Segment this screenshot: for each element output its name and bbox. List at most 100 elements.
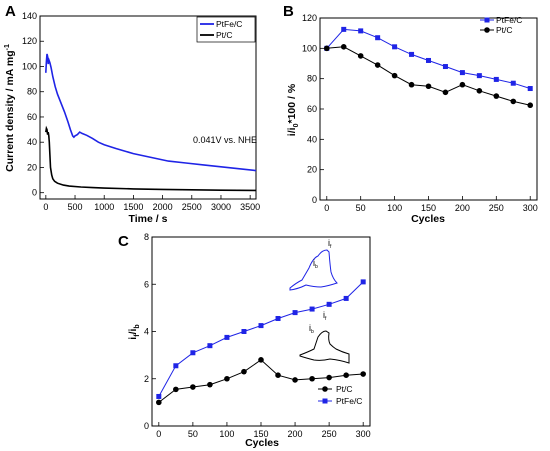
panel-a-ytick-label: 120 bbox=[22, 36, 37, 46]
panel-b-xtick-label: 300 bbox=[523, 203, 538, 213]
panel-a-xtick-label: 1500 bbox=[123, 202, 143, 212]
panel-a-legend-box bbox=[196, 16, 256, 43]
panel-c-series-line-pt-c bbox=[158, 359, 364, 403]
panel-b-xtick-label: 100 bbox=[387, 203, 402, 213]
panel-b-point-pt-c bbox=[476, 88, 483, 94]
panel-letter-b: B bbox=[283, 3, 294, 20]
panel-a-ytick-label: 80 bbox=[27, 87, 37, 97]
panel-b-point-ptfe-c bbox=[426, 57, 431, 63]
panel-a-xlabel: Time / s bbox=[129, 213, 168, 225]
panel-c-point-ptfe-c bbox=[292, 310, 298, 316]
panel-c-xtick-label: 250 bbox=[322, 429, 337, 439]
panel-c-point-pt-c bbox=[156, 399, 162, 406]
panel-c-xtick-label: 200 bbox=[288, 429, 303, 439]
panel-a-xtick-label: 0 bbox=[43, 202, 48, 212]
panel-c-point-pt-c bbox=[241, 368, 247, 375]
panel-b-series-line-pt-c bbox=[326, 46, 531, 106]
panel-b-point-pt-c bbox=[374, 62, 381, 68]
panel-c-inset-cv-black: ib if bbox=[299, 310, 350, 364]
panel-c-point-pt-c bbox=[360, 371, 366, 377]
panel-c-point-ptfe-c bbox=[275, 316, 281, 322]
panel-c-point-pt-c bbox=[275, 372, 281, 379]
panel-b-xlabel: Cycles bbox=[411, 213, 445, 225]
panel-c-point-ptfe-c bbox=[190, 350, 196, 356]
panel-c-ytick-label: 4 bbox=[144, 327, 149, 337]
panel-b-ylabel-main: i/i bbox=[286, 127, 298, 136]
panel-b-legend-label-pt: Pt/C bbox=[496, 25, 513, 35]
panel-c-legend-label-ptfe: PtFe/C bbox=[336, 396, 362, 406]
panel-b-point-ptfe-c bbox=[442, 64, 448, 70]
panel-b-point-ptfe-c bbox=[392, 44, 398, 50]
panel-c-legend: Pt/C PtFe/C bbox=[318, 384, 362, 406]
panel-b-ylabel: i/i0*100 / % bbox=[286, 83, 300, 136]
panel-b-legend-marker-ptfe-c bbox=[484, 17, 490, 23]
panel-b-point-pt-c bbox=[391, 72, 398, 79]
panel-b-point-ptfe-c bbox=[358, 28, 364, 34]
panel-c-point-ptfe-c bbox=[173, 363, 179, 369]
panel-c-point-ptfe-c bbox=[207, 343, 213, 349]
panel-c-point-pt-c bbox=[207, 381, 213, 388]
panel-c-point-ptfe-c bbox=[360, 279, 366, 285]
panel-b-point-pt-c bbox=[340, 44, 347, 50]
panel-c-point-pt-c bbox=[173, 386, 179, 393]
panel-b-legend: PtFe/C Pt/C bbox=[480, 15, 522, 35]
panel-b-ytick-label: 60 bbox=[307, 104, 317, 114]
panel-c-point-pt-c bbox=[343, 372, 349, 379]
panel-c-point-ptfe-c bbox=[309, 306, 315, 312]
panel-a-ytick-label: 20 bbox=[27, 162, 37, 172]
panel-b-ylabel-rest: *100 / % bbox=[286, 83, 298, 123]
panel-b-point-pt-c bbox=[323, 45, 330, 52]
panel-c-inset-black-ib: ib bbox=[309, 323, 314, 335]
panel-a-frame bbox=[39, 15, 257, 200]
panel-a-ylabel-main: Current density / mA mg bbox=[4, 50, 16, 172]
panel-a-ytick-label: 0 bbox=[32, 188, 37, 198]
panel-b-frame bbox=[319, 17, 538, 201]
panel-c-ytick-label: 2 bbox=[144, 374, 149, 384]
panel-c-xtick-label: 150 bbox=[253, 429, 268, 439]
panel-b-xtick-label: 0 bbox=[324, 203, 329, 213]
panel-c-ytick-label: 0 bbox=[144, 421, 149, 431]
panel-b-ylabel-sub: 0 bbox=[293, 123, 300, 127]
panel-a-ytick-label: 140 bbox=[22, 11, 37, 21]
panel-b-ytick-label: 100 bbox=[302, 43, 317, 53]
panel-letter-a: A bbox=[5, 3, 16, 20]
panel-c-point-pt-c bbox=[309, 375, 315, 382]
panel-c-legend-marker-ptfe-c bbox=[322, 398, 328, 404]
panel-c-ytick-label: 8 bbox=[144, 232, 149, 242]
panel-c-point-pt-c bbox=[292, 377, 298, 383]
panel-c-xlabel: Cycles bbox=[245, 437, 279, 449]
panel-c-inset-blue-if: if bbox=[328, 238, 332, 250]
panel-b-point-pt-c bbox=[527, 102, 534, 109]
panel-a-xtick-label: 3000 bbox=[211, 202, 231, 212]
panel-b-legend-label-ptfe: PtFe/C bbox=[496, 15, 522, 25]
panel-b-point-ptfe-c bbox=[493, 76, 499, 82]
panel-c-legend-marker-pt-c bbox=[322, 386, 328, 392]
panel-c-inset-blue-ib: ib bbox=[313, 258, 318, 270]
panel-c-inset-black-if: if bbox=[323, 310, 327, 322]
panel-c-point-pt-c bbox=[190, 384, 196, 390]
panel-c-point-pt-c bbox=[326, 374, 332, 381]
panel-c-ylabel: if/ib bbox=[127, 324, 141, 339]
panel-b-point-ptfe-c bbox=[375, 35, 381, 41]
panel-b-point-pt-c bbox=[425, 83, 432, 90]
panel-b-xtick-label: 150 bbox=[421, 203, 436, 213]
panel-c-point-ptfe-c bbox=[156, 393, 162, 399]
panel-a-ylabel-sup: -1 bbox=[4, 44, 11, 50]
panel-b-point-ptfe-c bbox=[409, 51, 415, 57]
panel-letter-c: C bbox=[118, 233, 129, 250]
panel-b-point-ptfe-c bbox=[527, 86, 533, 92]
panel-c-xtick-label: 100 bbox=[219, 429, 234, 439]
panel-b-point-pt-c bbox=[442, 89, 449, 96]
panel-c-point-ptfe-c bbox=[343, 295, 349, 301]
panel-c-inset-cv-blue: ib if bbox=[289, 238, 338, 291]
panel-a-xtick-label: 1000 bbox=[94, 202, 114, 212]
panel-a-legend: PtFe/C Pt/C bbox=[196, 16, 256, 43]
panel-c-point-ptfe-c bbox=[224, 334, 230, 340]
panel-b-point-pt-c bbox=[408, 81, 415, 88]
panel-a-annotation: 0.041V vs. NHE bbox=[193, 135, 257, 145]
panel-b-chart: 0 50 100 150 200 250 300 0 20 40 60 80 100 120 PtFe/C… bbox=[286, 13, 538, 225]
panel-a-ylabel: Current density / mA mg-1 bbox=[4, 44, 16, 172]
panel-b-legend-marker-pt-c bbox=[484, 27, 490, 33]
panel-c-point-ptfe-c bbox=[241, 329, 247, 334]
panel-c-legend-label-pt: Pt/C bbox=[336, 384, 353, 394]
